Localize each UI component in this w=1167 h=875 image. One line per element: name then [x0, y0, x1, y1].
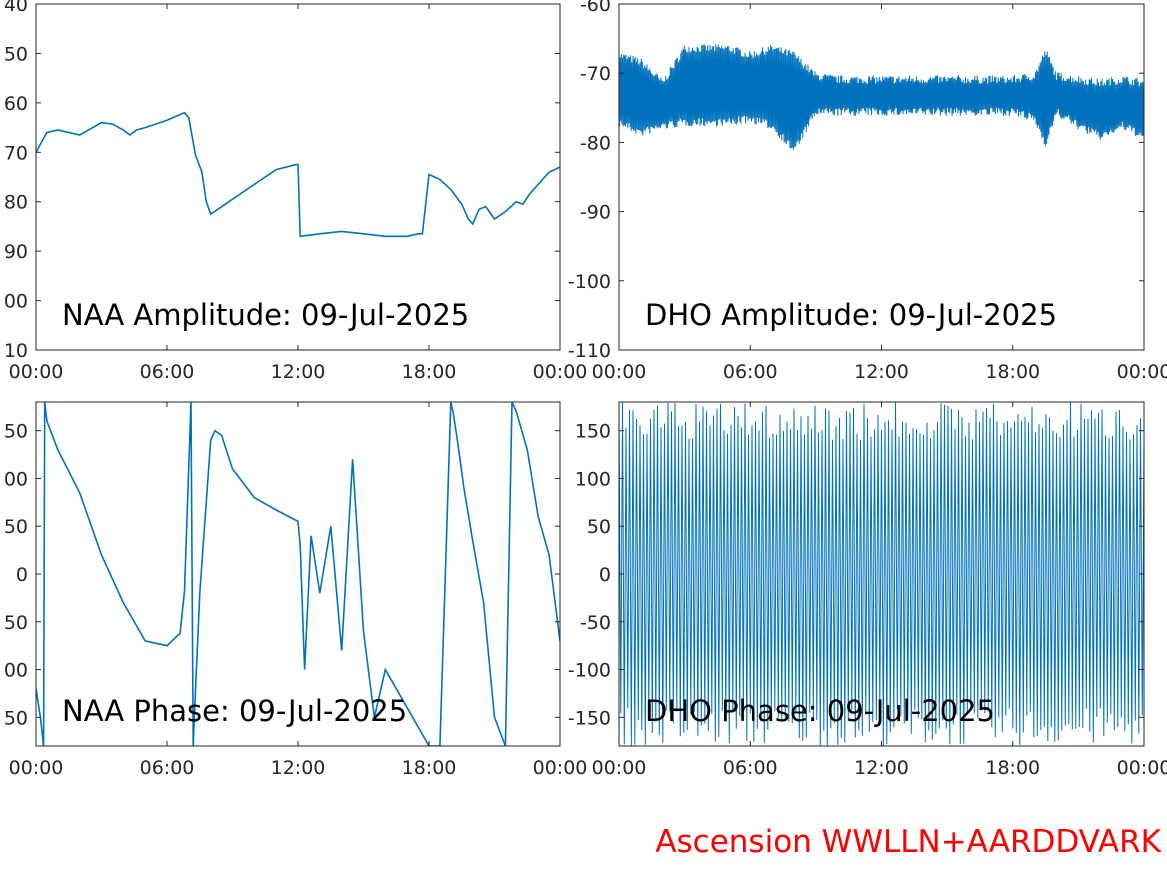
panel-title: NAA Phase: 09-Jul-2025 [62, 694, 407, 728]
y-tick-label: 00 [4, 291, 28, 313]
y-tick-label: 60 [4, 93, 28, 115]
x-tick-label: 06:00 [723, 757, 778, 779]
y-tick-label: -100 [568, 660, 611, 682]
x-tick-label: 00:00 [1117, 757, 1167, 779]
y-tick-label: 10 [4, 340, 28, 362]
y-tick-label: -110 [568, 340, 611, 362]
series-line [36, 111, 560, 238]
plot-area [619, 44, 1144, 150]
x-tick-label: 18:00 [402, 361, 457, 383]
y-tick-label: 0 [599, 564, 611, 586]
x-tick-label: 12:00 [271, 361, 326, 383]
x-tick-label: 00:00 [9, 757, 64, 779]
x-tick-label: 00:00 [9, 361, 64, 383]
y-tick-label: -100 [568, 271, 611, 293]
y-tick-label: 50 [587, 516, 611, 538]
x-tick-label: 12:00 [854, 361, 909, 383]
y-tick-label: 50 [4, 516, 28, 538]
x-tick-label: 00:00 [533, 757, 588, 779]
x-tick-label: 18:00 [985, 361, 1040, 383]
y-tick-label: 00 [4, 468, 28, 490]
x-tick-label: 06:00 [140, 361, 195, 383]
naa-phase-panel: 00:00 06:00 12:00 18:00 00:00 50 00 50 0 50 00 50 NA… [4, 401, 588, 779]
x-tick-label: 00:00 [592, 757, 647, 779]
series-line [619, 44, 1144, 150]
plot-area [619, 402, 1144, 746]
y-tick-label: -80 [580, 132, 611, 154]
y-tick-label: 50 [4, 43, 28, 65]
x-tick-label: 06:00 [723, 361, 778, 383]
x-tick-label: 18:00 [402, 757, 457, 779]
y-tick-label: 80 [4, 192, 28, 214]
plot-area [36, 111, 560, 238]
y-tick-label: 50 [4, 707, 28, 729]
y-tick-label: 90 [4, 241, 28, 263]
y-tick-label: 100 [575, 468, 611, 490]
series-line [36, 402, 560, 746]
x-tick-label: 00:00 [1117, 361, 1167, 383]
dho-amplitude-panel: 00:00 06:00 12:00 18:00 00:00 -60 -70 -80 -90 -10… [568, 0, 1167, 383]
series-line [619, 402, 1144, 746]
panel-title: NAA Amplitude: 09-Jul-2025 [62, 298, 469, 332]
y-tick-label: -60 [580, 0, 611, 16]
y-tick-label: 50 [4, 421, 28, 443]
panel-title: DHO Phase: 09-Jul-2025 [645, 694, 995, 728]
y-tick-label: 50 [4, 612, 28, 634]
x-tick-label: 12:00 [271, 757, 326, 779]
x-tick-label: 06:00 [140, 757, 195, 779]
dho-phase-panel: 00:00 06:00 12:00 18:00 00:00 150 100 50 0 -50 -10… [568, 401, 1167, 779]
y-tick-label: 40 [4, 0, 28, 16]
x-tick-label: 12:00 [854, 757, 909, 779]
y-tick-label: -70 [580, 63, 611, 85]
y-tick-label: 150 [575, 421, 611, 443]
station-label: Ascension WWLLN+AARDDVARK [655, 824, 1161, 860]
y-tick-label: -150 [568, 707, 611, 729]
naa-amplitude-panel: 00:00 06:00 12:00 18:00 00:00 40 50 60 70 80 90 00 1… [4, 0, 588, 383]
y-tick-label: -50 [580, 612, 611, 634]
x-tick-label: 00:00 [533, 361, 588, 383]
y-tick-label: -90 [580, 202, 611, 224]
panel-title: DHO Amplitude: 09-Jul-2025 [645, 298, 1057, 332]
x-tick-label: 18:00 [985, 757, 1040, 779]
y-tick-label: 0 [16, 564, 28, 586]
x-tick-label: 00:00 [592, 361, 647, 383]
plot-area [36, 402, 560, 746]
y-tick-label: 70 [4, 142, 28, 164]
y-tick-label: 00 [4, 660, 28, 682]
